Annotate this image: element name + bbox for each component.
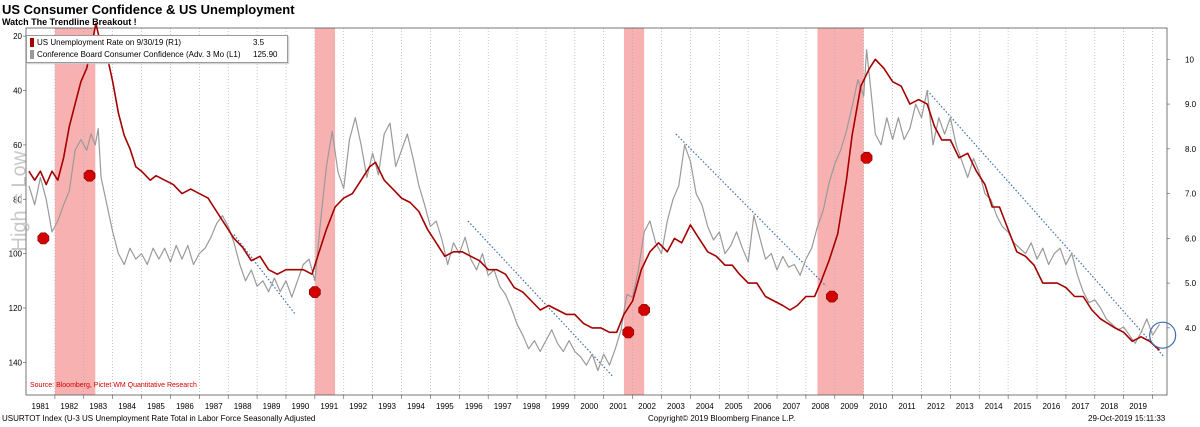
x-tick-label-1984: 1984: [118, 402, 136, 411]
x-tick-label-2008: 2008: [811, 402, 829, 411]
x-tick-label-1987: 1987: [205, 402, 223, 411]
x-tick-label-1989: 1989: [263, 402, 281, 411]
right-tick-label-10: 10: [1185, 55, 1194, 64]
x-tick-label-2002: 2002: [638, 402, 656, 411]
x-tick-label-2003: 2003: [667, 402, 685, 411]
stop-marker-5: [826, 290, 838, 303]
left-tick-label-80: 80: [13, 195, 22, 204]
right-tick-label-6.0: 6.0: [1185, 234, 1197, 243]
x-tick-label-1994: 1994: [407, 402, 425, 411]
stop-marker-6: [860, 151, 873, 164]
x-tick-label-2005: 2005: [725, 402, 743, 411]
side-watermark-label: High = Low: [8, 150, 31, 252]
x-tick-label-2016: 2016: [1043, 402, 1061, 411]
right-tick-label-4.0: 4.0: [1185, 324, 1197, 333]
axes: 1981 1982 1983 1984 1985 1986 1987 1988 1989 1990…: [9, 27, 1197, 411]
x-tick-label-2001: 2001: [609, 402, 627, 411]
legend-label-confidence: Conference Board Consumer Confidence (Ad…: [37, 50, 241, 59]
right-tick-label-9.0: 9.0: [1185, 100, 1197, 109]
left-tick-label-40: 40: [13, 87, 22, 96]
x-tick-label-2004: 2004: [696, 402, 714, 411]
x-tick-label-2007: 2007: [783, 402, 801, 411]
x-tick-label-2006: 2006: [754, 402, 772, 411]
right-tick-label-7.0: 7.0: [1185, 190, 1197, 199]
left-tick-label-120: 120: [9, 304, 23, 313]
left-tick-label-140: 140: [9, 358, 23, 367]
chart-subtitle: Watch The Trendline Breakout !: [2, 17, 137, 27]
trendline-2: [675, 133, 827, 287]
x-tick-label-1996: 1996: [465, 402, 483, 411]
x-tick-label-2013: 2013: [956, 402, 974, 411]
gridlines: [54, 28, 1153, 395]
trendline-3: [926, 90, 1165, 358]
legend-value-unemployment: 3.5: [253, 38, 265, 47]
x-tick-label-2011: 2011: [898, 402, 916, 411]
right-tick-label-5.0: 5.0: [1185, 279, 1197, 288]
x-tick-label-1992: 1992: [349, 402, 367, 411]
x-tick-label-2019: 2019: [1129, 402, 1147, 411]
stop-marker-1: [83, 169, 96, 182]
right-tick-label-8.0: 8.0: [1185, 145, 1197, 154]
x-tick-label-2009: 2009: [840, 402, 858, 411]
x-tick-label-2000: 2000: [580, 402, 598, 411]
legend-item-confidence: Conference Board Consumer Confidence (Ad…: [30, 49, 241, 61]
legend-item-unemployment: US Unemployment Rate on 9/30/19 (R1): [30, 37, 181, 49]
stop-marker-4: [638, 304, 651, 316]
x-tick-label-1997: 1997: [494, 402, 512, 411]
markers: [37, 151, 1177, 349]
x-tick-label-1993: 1993: [378, 402, 396, 411]
legend-swatch-confidence: [30, 50, 34, 60]
recession-band-1: [314, 28, 336, 395]
stop-marker-0: [37, 232, 50, 245]
x-tick-label-2012: 2012: [927, 402, 945, 411]
footer-timestamp: 29-Oct-2019 15:11:33: [1088, 414, 1166, 423]
x-tick-label-1999: 1999: [551, 402, 569, 411]
x-tick-label-2018: 2018: [1100, 402, 1118, 411]
x-tick-label-2010: 2010: [869, 402, 887, 411]
left-tick-label-20: 20: [13, 32, 22, 41]
legend-swatch-unemployment: [30, 38, 34, 48]
series-lines: [28, 22, 1161, 372]
x-tick-label-2014: 2014: [985, 402, 1003, 411]
stop-marker-2: [308, 286, 321, 298]
stop-marker-3: [622, 326, 635, 339]
x-tick-label-1982: 1982: [60, 402, 78, 411]
trendlines: [233, 90, 1165, 377]
recession-band-2: [623, 28, 645, 395]
x-tick-label-1985: 1985: [147, 402, 165, 411]
x-tick-label-2015: 2015: [1014, 402, 1032, 411]
breakout-highlight-circle: [1149, 321, 1177, 349]
source-note: Source: Bloomberg, Pictet WM Quantitativ…: [30, 382, 197, 389]
x-tick-label-1990: 1990: [292, 402, 310, 411]
x-tick-label-2017: 2017: [1071, 402, 1089, 411]
plot-frame: [25, 27, 1168, 396]
x-tick-label-1998: 1998: [523, 402, 541, 411]
legend-label-unemployment: US Unemployment Rate on 9/30/19 (R1): [37, 38, 182, 47]
trendline-0: [233, 234, 296, 314]
x-tick-label-1995: 1995: [436, 402, 454, 411]
confidence-line: [28, 49, 1161, 372]
footer-copyright: Copyright© 2019 Bloomberg Finance L.P.: [648, 414, 796, 423]
legend: US Unemployment Rate on 9/30/19 (R1) 3.5…: [26, 35, 288, 63]
chart-title: US Consumer Confidence & US Unemployment: [2, 2, 295, 17]
legend-value-confidence: 125.90: [253, 50, 278, 59]
left-tick-label-60: 60: [13, 141, 22, 150]
x-tick-label-1991: 1991: [320, 402, 338, 411]
x-tick-label-1986: 1986: [176, 402, 194, 411]
x-tick-label-1983: 1983: [89, 402, 107, 411]
footer-ticker: USURTOT Index (U-3 US Unemployment Rate …: [2, 414, 316, 423]
left-tick-label-100: 100: [9, 250, 23, 259]
x-tick-label-1988: 1988: [234, 402, 252, 411]
unemployment-line: [28, 22, 1161, 351]
x-tick-label-1981: 1981: [32, 402, 50, 411]
trendline-1: [467, 220, 613, 377]
